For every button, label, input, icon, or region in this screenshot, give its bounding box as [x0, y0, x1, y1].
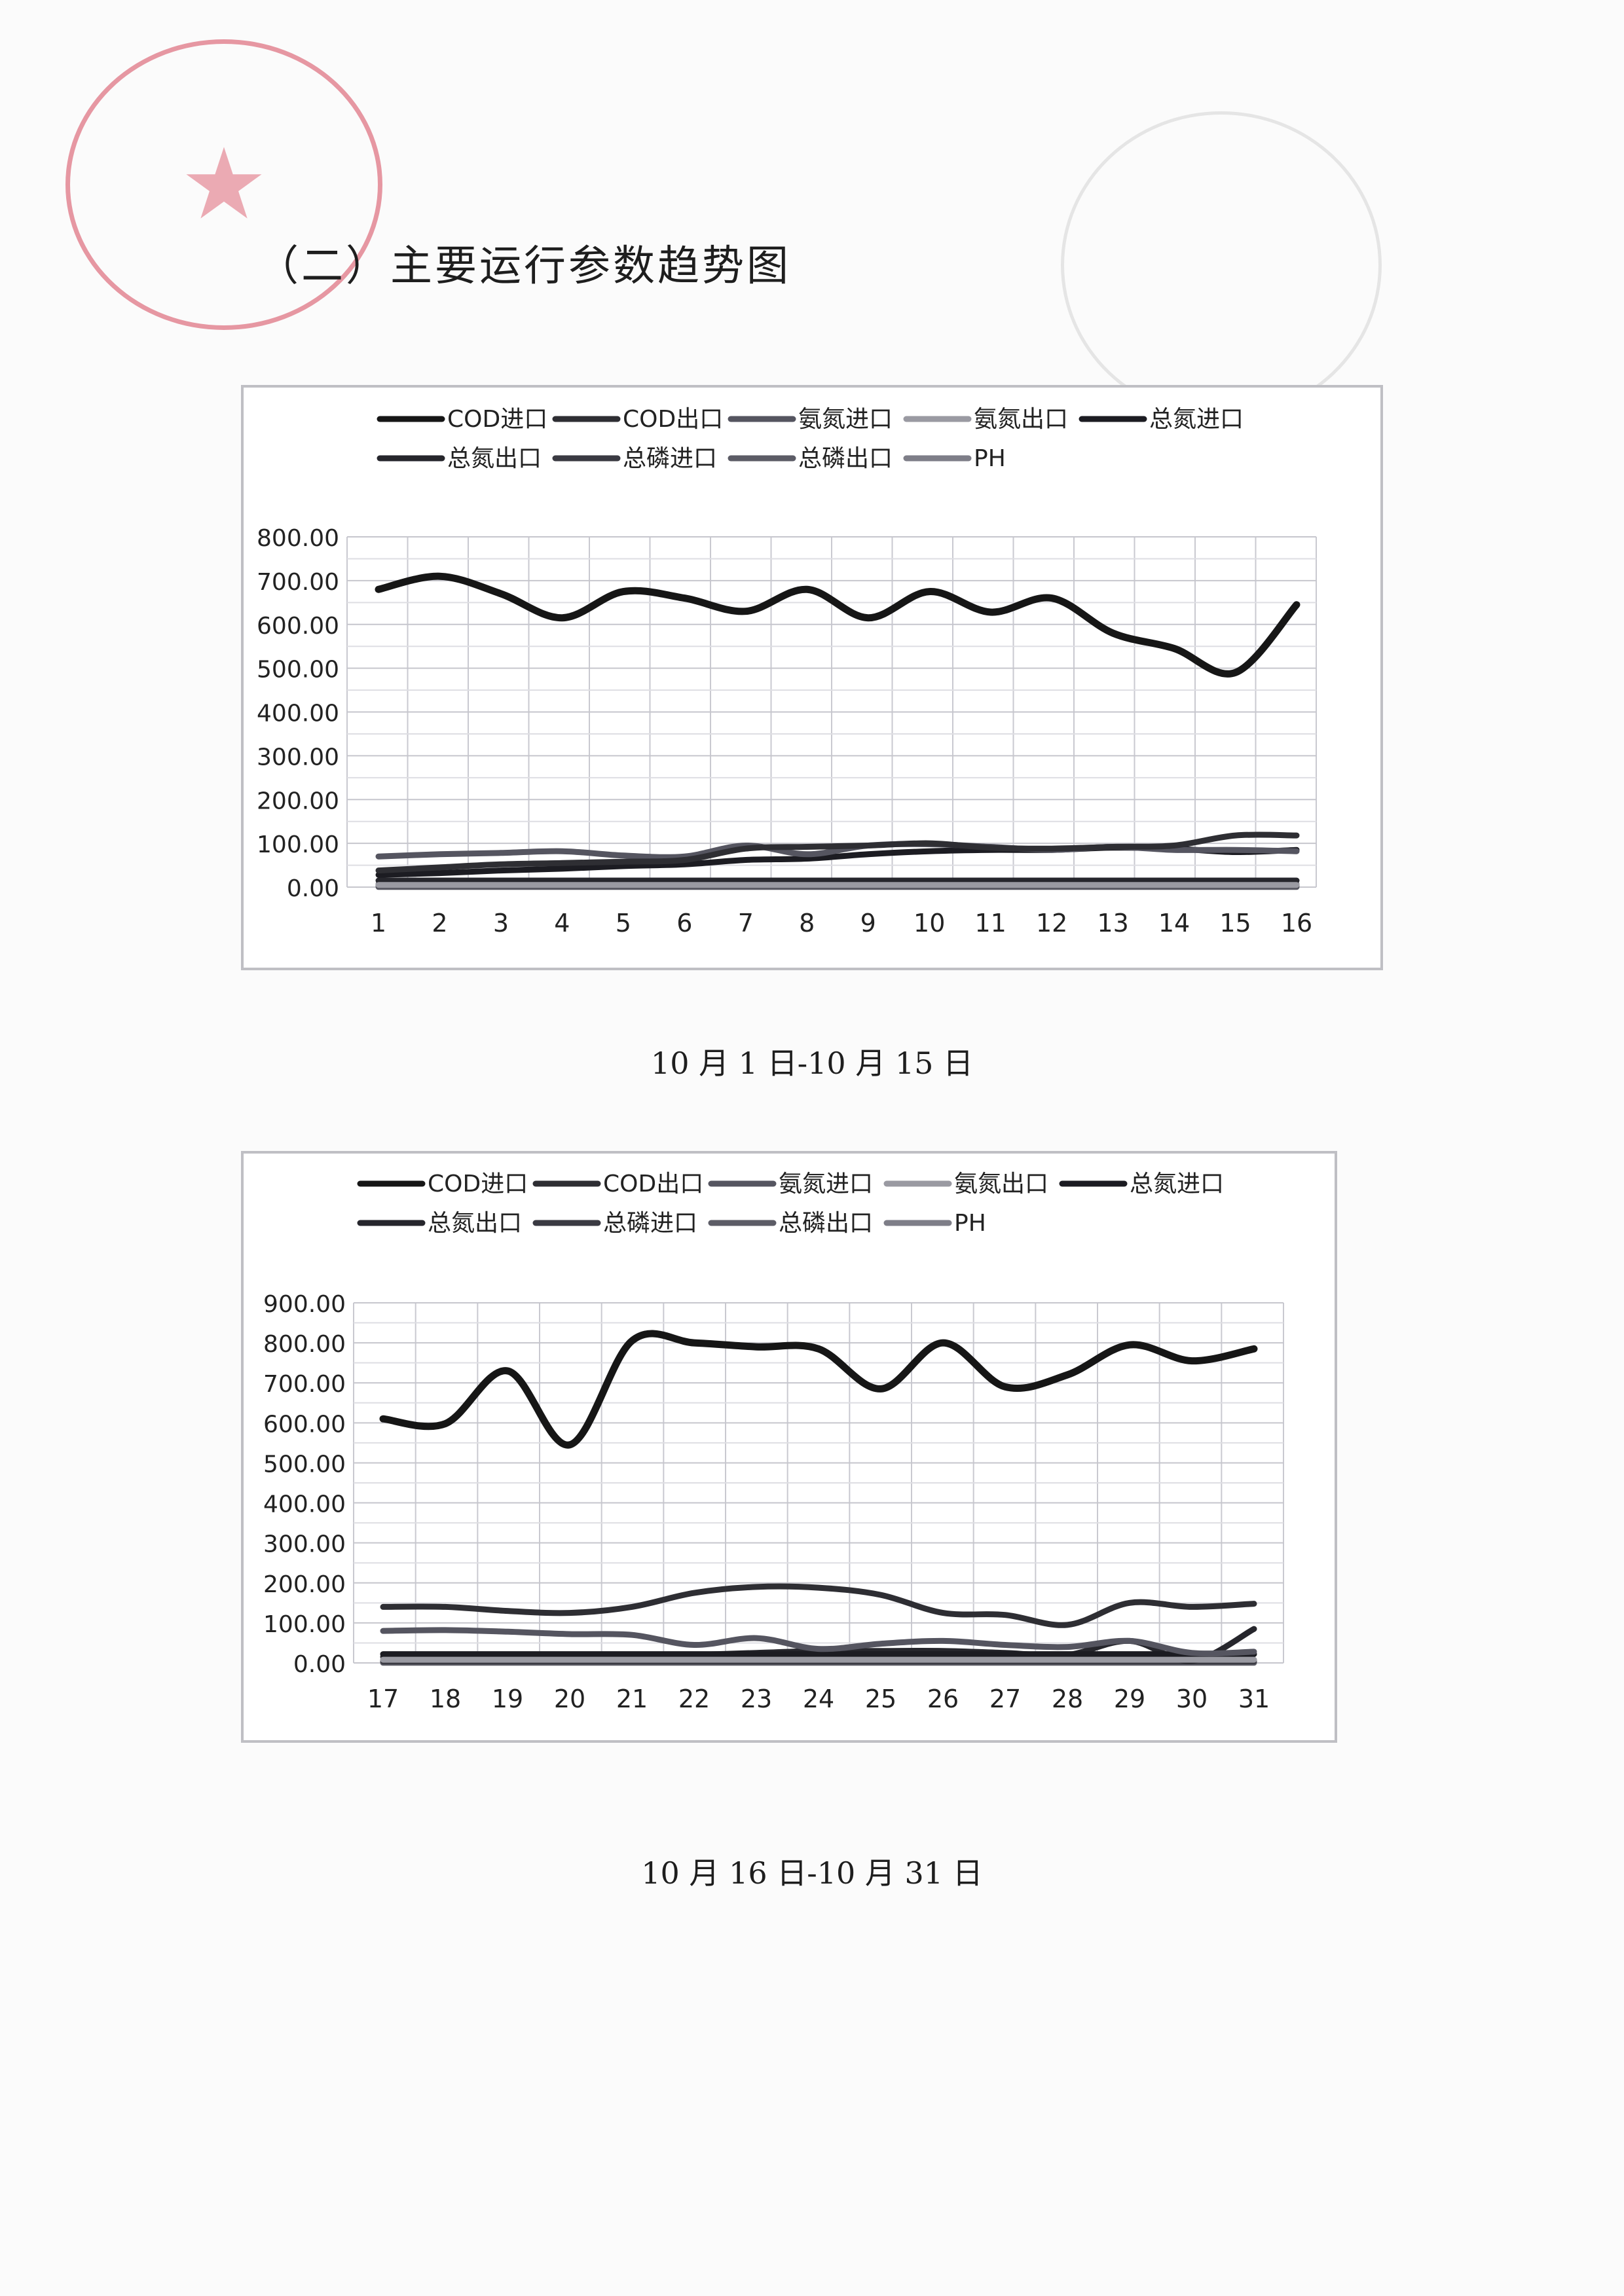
x-tick-label: 24 [803, 1685, 834, 1713]
y-tick-label: 500.00 [257, 657, 339, 683]
y-tick-label: 400.00 [257, 701, 339, 727]
y-tick-label: 400.00 [263, 1491, 346, 1518]
x-tick-label: 23 [741, 1685, 772, 1713]
x-tick-label: 17 [367, 1685, 399, 1713]
x-tick-label: 14 [1158, 909, 1190, 938]
legend-label: 总磷出口 [779, 1210, 873, 1237]
legend-label: 总磷进口 [623, 445, 717, 472]
y-tick-label: 500.00 [263, 1451, 346, 1478]
x-tick-label: 26 [927, 1685, 959, 1713]
y-tick-label: 600.00 [263, 1411, 346, 1438]
x-tick-label: 27 [989, 1685, 1021, 1713]
y-tick-label: 0.00 [293, 1651, 346, 1678]
y-tick-label: 100.00 [257, 831, 339, 858]
x-tick-label: 12 [1036, 909, 1067, 938]
legend-label: 总磷出口 [798, 445, 893, 472]
x-tick-label: 29 [1114, 1685, 1145, 1713]
company-seal: ★ [65, 39, 382, 330]
x-tick-label: 19 [492, 1685, 523, 1713]
x-tick-label: 1 [371, 909, 386, 938]
x-tick-label: 8 [799, 909, 815, 938]
series-line [380, 1627, 1257, 1657]
section-title: （二）主要运行参数趋势图 [257, 242, 791, 291]
legend-label: PH [954, 1210, 986, 1237]
legend-label: COD进口 [428, 1171, 528, 1197]
chart-2-caption: 10 月 16 日-10 月 31 日 [641, 1855, 983, 1891]
legend-label: 氨氮进口 [798, 406, 893, 433]
x-tick-label: 11 [974, 909, 1006, 938]
x-tick-label: 16 [1281, 909, 1312, 938]
legend-label: COD进口 [447, 406, 547, 433]
seal-star-icon: ★ [179, 128, 268, 242]
legend-label: 氨氮出口 [974, 406, 1068, 433]
x-tick-label: 13 [1097, 909, 1128, 938]
legend-label: 总磷进口 [603, 1210, 697, 1237]
series-line [375, 572, 1301, 678]
legend-label: 总氮进口 [1130, 1171, 1224, 1197]
y-tick-label: 100.00 [263, 1611, 346, 1638]
x-tick-label: 22 [678, 1685, 710, 1713]
x-tick-label: 4 [554, 909, 570, 938]
legend-label: 总氮出口 [428, 1210, 522, 1237]
x-tick-label: 9 [860, 909, 876, 938]
legend-label: 氨氮进口 [779, 1171, 873, 1197]
y-tick-label: 900.00 [263, 1291, 346, 1318]
y-tick-label: 700.00 [263, 1371, 346, 1398]
y-tick-label: 200.00 [263, 1571, 346, 1598]
x-tick-label: 5 [616, 909, 631, 938]
legend-label: 总氮出口 [447, 445, 542, 472]
y-tick-label: 300.00 [263, 1531, 346, 1558]
y-tick-label: 800.00 [263, 1331, 346, 1358]
x-tick-label: 15 [1219, 909, 1251, 938]
x-tick-label: 18 [430, 1685, 461, 1713]
legend-label: 氨氮出口 [954, 1171, 1048, 1197]
chart-1-caption: 10 月 1 日-10 月 15 日 [650, 1046, 974, 1081]
series-line [375, 831, 1300, 874]
x-tick-label: 21 [616, 1685, 648, 1713]
legend-label: COD出口 [623, 406, 723, 433]
x-tick-label: 20 [554, 1685, 585, 1713]
series-line [379, 1330, 1258, 1449]
x-tick-label: 31 [1238, 1685, 1270, 1713]
y-tick-label: 600.00 [257, 613, 339, 640]
x-tick-label: 30 [1176, 1685, 1208, 1713]
legend-label: 总氮进口 [1149, 406, 1244, 433]
y-tick-label: 200.00 [257, 788, 339, 814]
x-tick-label: 10 [913, 909, 945, 938]
x-tick-label: 6 [676, 909, 692, 938]
legend-label: PH [974, 445, 1006, 472]
y-tick-label: 0.00 [287, 875, 339, 902]
x-tick-label: 2 [432, 909, 447, 938]
y-tick-label: 300.00 [257, 744, 339, 771]
series-line [380, 1583, 1257, 1628]
legend-label: COD出口 [603, 1171, 703, 1197]
x-tick-label: 7 [738, 909, 754, 938]
y-tick-label: 800.00 [257, 525, 339, 552]
x-tick-label: 28 [1052, 1685, 1083, 1713]
y-tick-label: 700.00 [257, 569, 339, 596]
chart-oct-16-31: 0.00 100.00 200.00 300.00 400.00 500.00 600.00… [241, 1151, 1337, 1743]
chart-oct-1-15: 0.00 100.00 200.00 300.00 400.00 500.00 600.00… [241, 385, 1383, 970]
x-tick-label: 3 [493, 909, 509, 938]
x-tick-label: 25 [865, 1685, 896, 1713]
